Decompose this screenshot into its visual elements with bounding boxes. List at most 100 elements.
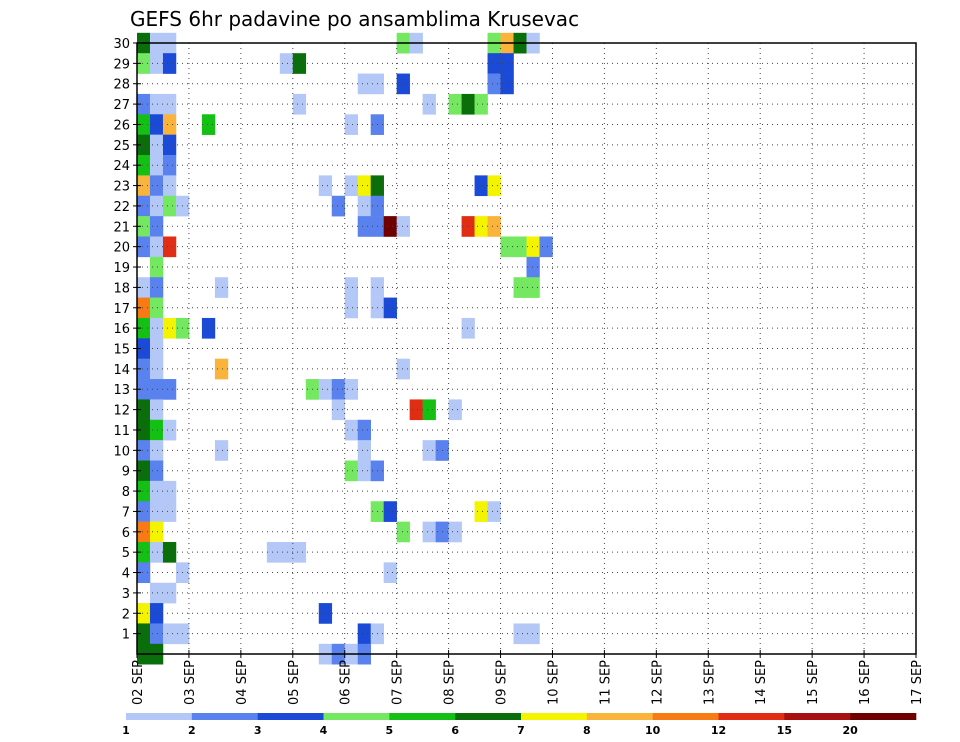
y-tick-label: 27 xyxy=(113,98,130,113)
y-tick-label: 17 xyxy=(113,302,130,317)
heatmap-cell xyxy=(422,93,436,115)
heatmap-cell xyxy=(396,73,410,95)
heatmap-cell xyxy=(149,317,164,339)
heatmap-cell xyxy=(162,236,177,258)
heatmap-cell xyxy=(448,521,462,543)
heatmap-cell xyxy=(383,501,397,522)
heatmap-cell xyxy=(162,541,177,563)
heatmap-cell xyxy=(474,175,488,197)
heatmap-cell xyxy=(149,297,164,319)
heatmap-cell xyxy=(149,480,164,502)
colorbar-tick-label: 7 xyxy=(517,724,525,737)
colorbar-tick-label: 2 xyxy=(188,724,196,737)
x-tick-label: 09 SEP xyxy=(495,660,510,705)
colorbar-segment xyxy=(257,713,324,720)
x-tick-label: 07 SEP xyxy=(391,660,406,705)
heatmap-cell xyxy=(149,379,164,400)
x-tick-label: 14 SEP xyxy=(754,660,769,705)
y-tick-label: 30 xyxy=(113,37,130,52)
heatmap-cell xyxy=(422,440,436,461)
heatmap-cell xyxy=(357,73,371,95)
heatmap-cell xyxy=(526,256,540,278)
heatmap-cell xyxy=(344,277,359,298)
heatmap-cell xyxy=(137,623,151,645)
heatmap-cell xyxy=(162,419,177,441)
heatmap-cell xyxy=(149,358,164,380)
heatmap-cell xyxy=(344,460,359,482)
heatmap-cell xyxy=(487,53,501,74)
heatmap-cell xyxy=(422,521,436,543)
x-tick-label: 04 SEP xyxy=(235,660,250,705)
x-tick-label: 11 SEP xyxy=(598,660,613,705)
colorbar-tick-label: 10 xyxy=(645,724,661,737)
y-tick-label: 10 xyxy=(113,444,130,459)
heatmap-cell xyxy=(149,236,164,258)
heatmap-cell xyxy=(292,541,307,563)
y-tick-label: 14 xyxy=(113,363,130,378)
heatmap-cell xyxy=(162,317,177,339)
y-tick-label: 22 xyxy=(113,200,130,215)
y-tick-label: 20 xyxy=(113,241,130,256)
heatmap-cell xyxy=(396,521,410,543)
colorbar-segment xyxy=(784,713,851,720)
heatmap-cell xyxy=(383,216,397,237)
heatmap-cell xyxy=(137,216,151,237)
heatmap-cell xyxy=(137,603,151,624)
heatmap-cell xyxy=(137,134,151,156)
heatmap-cell xyxy=(162,501,177,522)
heatmap-cell xyxy=(137,440,151,461)
heatmap-cell xyxy=(149,582,164,604)
x-tick-label: 03 SEP xyxy=(183,660,198,705)
heatmap-cell xyxy=(137,501,151,522)
x-tick-label: 12 SEP xyxy=(650,660,665,705)
colorbar-tick-label: 8 xyxy=(583,724,591,737)
x-tick-label: 02 SEP xyxy=(131,660,146,705)
y-tick-label: 9 xyxy=(122,465,130,480)
y-tick-label: 15 xyxy=(113,343,130,358)
heatmap-cell xyxy=(214,440,229,461)
heatmap-cell xyxy=(331,379,346,400)
heatmap-cell xyxy=(357,440,371,461)
y-tick-label: 21 xyxy=(113,220,130,235)
colorbar-segment xyxy=(389,713,456,720)
heatmap-cell xyxy=(149,440,164,461)
heatmap-cell xyxy=(137,53,151,74)
colorbar-tick-label: 4 xyxy=(320,724,328,737)
heatmap-cell xyxy=(318,603,333,624)
x-tick-label: 08 SEP xyxy=(443,660,458,705)
heatmap-cell xyxy=(461,93,475,115)
heatmap-cell xyxy=(513,236,527,258)
heatmap-cell xyxy=(149,155,164,176)
heatmap-cell xyxy=(149,338,164,359)
colorbar-tick-label: 1 xyxy=(122,724,130,737)
y-tick-label: 1 xyxy=(122,628,130,643)
heatmap-cell xyxy=(279,53,294,74)
heatmap-cell xyxy=(279,541,294,563)
heatmap-cell xyxy=(474,93,488,115)
heatmap-cell xyxy=(513,623,527,645)
y-tick-label: 11 xyxy=(113,424,130,439)
heatmap-cell xyxy=(162,623,177,645)
heatmap-cell xyxy=(137,175,151,197)
heatmap-cell xyxy=(149,175,164,197)
heatmap-cell xyxy=(344,379,359,400)
heatmap-cell xyxy=(487,216,501,237)
colorbar-tick-label: 6 xyxy=(451,724,459,737)
colorbar-tick-label: 3 xyxy=(254,724,262,737)
heatmap-cell xyxy=(214,358,229,380)
heatmap-cell xyxy=(526,623,540,645)
heatmap-cell xyxy=(474,216,488,237)
heatmap-cell xyxy=(396,358,410,380)
colorbar-tick-label: 15 xyxy=(777,724,792,737)
y-axis: 1234567891011121314151617181920212223242… xyxy=(113,37,141,643)
colorbar-segment xyxy=(455,713,522,720)
y-tick-label: 28 xyxy=(113,78,130,93)
colorbar-segment xyxy=(191,713,258,720)
heatmap-cell xyxy=(214,277,229,298)
heatmap-cell xyxy=(137,93,151,115)
y-tick-label: 29 xyxy=(113,57,130,72)
heatmap-cell xyxy=(137,399,151,421)
heatmap-cell xyxy=(162,53,177,74)
heatmap-cell xyxy=(357,175,371,197)
heatmap-cell xyxy=(162,93,177,115)
